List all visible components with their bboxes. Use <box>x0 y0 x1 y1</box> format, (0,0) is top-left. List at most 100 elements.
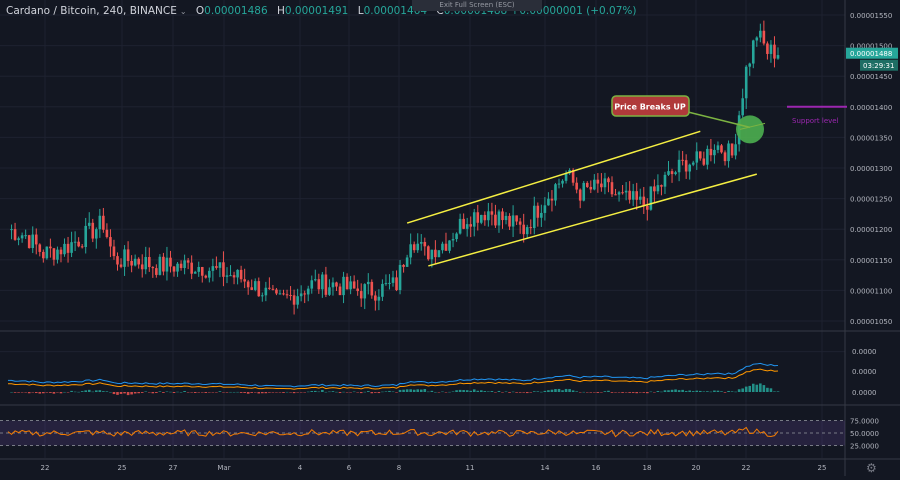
macd-histogram-bar <box>568 389 571 392</box>
candle-body <box>444 243 448 251</box>
macd-histogram-bar <box>578 392 582 393</box>
macd-histogram-bar <box>416 389 420 392</box>
macd-histogram-bar <box>561 390 564 392</box>
macd-histogram-bar <box>204 392 208 393</box>
price-tick-label: 0.00001150 <box>850 257 892 265</box>
candle-body <box>480 214 483 223</box>
candle-body <box>366 281 370 285</box>
candle-body <box>66 243 70 253</box>
candle-body <box>321 274 324 290</box>
candle-body <box>550 198 554 201</box>
candle-body <box>190 262 193 274</box>
macd-histogram-bar <box>144 391 148 392</box>
candle-body <box>109 237 112 247</box>
macd-histogram-bar <box>504 391 508 393</box>
candle-body <box>236 269 239 278</box>
macd-tick-label: 0.0000 <box>852 389 877 397</box>
time-tick-label: 25 <box>818 464 827 472</box>
candle-body <box>451 239 455 241</box>
candle-body <box>494 214 497 226</box>
macd-histogram-bar <box>352 391 356 393</box>
macd-histogram-bar <box>66 392 70 393</box>
macd-histogram-bar <box>642 392 646 393</box>
rsi-tick-label: 75.0000 <box>850 418 879 426</box>
candle-body <box>310 280 314 289</box>
macd-histogram-bar <box>603 391 607 392</box>
candle-body <box>748 63 752 67</box>
candle-body <box>377 296 381 301</box>
macd-histogram-bar <box>698 390 702 392</box>
candle-body <box>158 256 162 275</box>
candle-body <box>448 240 451 251</box>
low-value: 0.00001464 <box>363 5 428 17</box>
macd-histogram-bar <box>600 392 603 393</box>
candle-body <box>49 246 52 249</box>
candle-body <box>698 151 702 159</box>
candle-body <box>706 148 709 165</box>
macd-histogram-bar <box>462 390 465 392</box>
symbol-title[interactable]: Cardano / Bitcoin, 240, BINANCE <box>6 5 177 17</box>
macd-histogram-bar <box>317 391 321 393</box>
countdown-label: 03:29:31 <box>863 62 894 70</box>
candle-body <box>165 257 169 272</box>
candle-body <box>271 288 275 290</box>
macd-histogram-bar <box>49 392 52 393</box>
macd-histogram-bar <box>292 392 296 394</box>
gear-icon[interactable]: ⚙ <box>866 461 877 475</box>
candle-body <box>674 172 677 175</box>
macd-histogram-bar <box>20 392 24 393</box>
macd-histogram-bar <box>349 392 352 393</box>
time-tick-label: 22 <box>742 464 751 472</box>
macd-tick-label: 0.0000 <box>852 368 877 376</box>
candle-body <box>766 43 769 54</box>
candle-body <box>487 211 490 221</box>
rsi-tick-label: 25.0000 <box>850 443 879 451</box>
candle-body <box>395 277 398 291</box>
candle-body <box>239 269 243 280</box>
time-tick-label: 27 <box>169 464 178 472</box>
candle-body <box>409 244 412 258</box>
candle-body <box>660 185 663 187</box>
candle-body <box>155 268 158 275</box>
time-tick-label: 8 <box>397 464 401 472</box>
candle-body <box>769 44 773 54</box>
candle-body <box>610 182 614 195</box>
candle-body <box>87 222 91 226</box>
macd-histogram-bar <box>289 392 292 393</box>
macd-histogram-bar <box>321 389 324 392</box>
candle-body <box>543 205 547 213</box>
candle-body <box>653 186 656 192</box>
macd-histogram-bar <box>155 392 158 393</box>
macd-histogram-bar <box>222 392 225 393</box>
candle-body <box>352 281 356 289</box>
exit-fullscreen-button[interactable]: Exit Full Screen (ESC) <box>412 0 542 11</box>
macd-histogram-bar <box>335 391 338 393</box>
time-tick-label: 6 <box>347 464 352 472</box>
macd-histogram-bar <box>27 392 31 394</box>
candle-body <box>508 215 511 227</box>
candle-body <box>275 289 278 294</box>
macd-histogram-bar <box>218 391 222 392</box>
macd-histogram-bar <box>246 392 250 394</box>
candle-body <box>324 274 328 295</box>
macd-histogram-bar <box>200 392 204 393</box>
candle-body <box>554 184 557 201</box>
macd-histogram-bar <box>109 391 112 393</box>
candle-body <box>356 288 359 292</box>
candle-body <box>532 205 536 229</box>
macd-histogram-bar <box>660 391 663 393</box>
chevron-down-icon[interactable]: ⌄ <box>179 7 187 16</box>
candle-body <box>112 246 116 257</box>
candle-body <box>10 229 13 231</box>
macd-histogram-bar <box>430 390 434 392</box>
candle-body <box>398 264 402 291</box>
macd-histogram-bar <box>490 391 494 392</box>
candle-body <box>522 224 525 235</box>
candle-body <box>646 205 649 210</box>
macd-histogram-bar <box>147 392 151 393</box>
macd-histogram-bar <box>688 390 691 392</box>
macd-histogram-bar <box>582 391 586 393</box>
candle-body <box>642 196 646 206</box>
